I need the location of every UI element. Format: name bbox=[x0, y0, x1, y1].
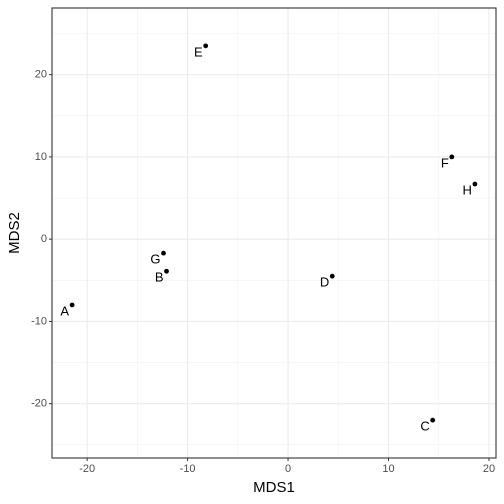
point bbox=[472, 181, 478, 187]
panel-border bbox=[51, 7, 497, 459]
point bbox=[164, 268, 169, 274]
point-label: G bbox=[150, 252, 160, 267]
point bbox=[430, 417, 436, 423]
y-axis-title: MDS2 bbox=[6, 212, 23, 254]
point bbox=[329, 273, 335, 279]
x-tick-label: 10 bbox=[382, 463, 394, 475]
y-tick-label: 20 bbox=[35, 69, 47, 81]
x-tick-label: 20 bbox=[483, 463, 495, 475]
point-label: E bbox=[194, 44, 203, 59]
x-tick-label: 0 bbox=[285, 463, 291, 475]
x-tick-label: -20 bbox=[79, 463, 95, 475]
point bbox=[203, 43, 209, 49]
grid bbox=[52, 8, 496, 458]
points: A B C D E F G H bbox=[60, 43, 478, 434]
point-label: B bbox=[155, 270, 164, 285]
point-label: H bbox=[463, 182, 472, 197]
y-tick-label: -10 bbox=[31, 315, 47, 327]
point-label: A bbox=[60, 303, 69, 318]
point-label: D bbox=[320, 275, 329, 290]
point bbox=[69, 302, 75, 308]
y-tick-label: 10 bbox=[35, 151, 47, 163]
x-tick-label: -10 bbox=[180, 463, 196, 475]
point bbox=[161, 250, 166, 256]
x-axis-title: MDS1 bbox=[253, 479, 295, 496]
point bbox=[449, 154, 455, 160]
y-tick-label: -20 bbox=[31, 398, 47, 410]
point-label: F bbox=[441, 155, 449, 170]
y-tick-label: 0 bbox=[41, 233, 47, 245]
point-label: C bbox=[420, 419, 429, 434]
